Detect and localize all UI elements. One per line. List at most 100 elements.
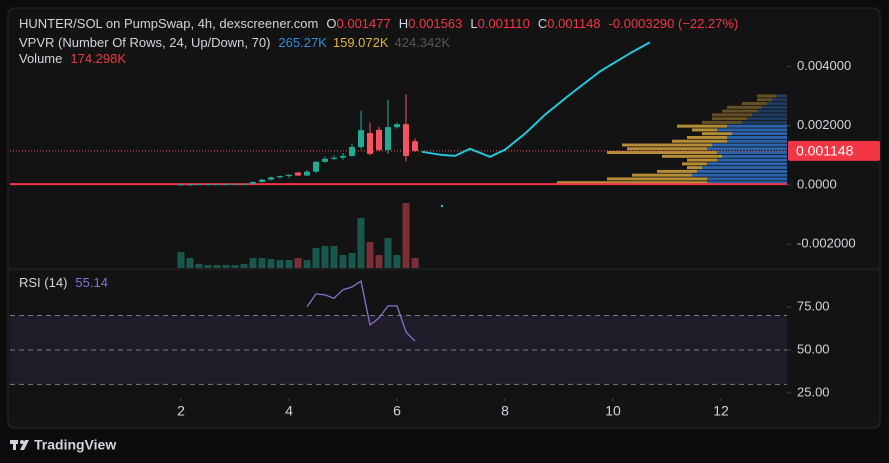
ohlc-value: 0.001148 (547, 16, 600, 31)
ohlc-value: 0.001110 (478, 16, 530, 31)
candle-body (349, 147, 356, 156)
y-tick-label: 0.0000 (797, 176, 837, 191)
candle-body (340, 155, 347, 158)
rsi-line (306, 280, 416, 342)
vpvr-down (662, 154, 722, 158)
marker (440, 204, 444, 208)
candle-body (286, 174, 293, 177)
panel (7, 7, 881, 429)
logo (10, 440, 29, 450)
ohlc-value: 0.001477 (337, 16, 391, 31)
vpvr-up-total: 265.27K (278, 35, 327, 50)
price-change: -0.0003290 (−22.27%) (609, 16, 739, 31)
volume-bar (204, 265, 212, 268)
candle-body (268, 177, 275, 180)
vpvr-up (717, 158, 787, 162)
vpvr-total: 424.342K (395, 35, 451, 50)
price-tag-label: 0.001148 (796, 143, 854, 159)
x-tick-label: 2 (177, 403, 185, 419)
vpvr-up (727, 135, 787, 139)
volume-bar (222, 265, 230, 268)
candle-body (330, 157, 337, 159)
vpvr-up (707, 147, 787, 151)
volume-bar (321, 245, 329, 268)
volume-bar (213, 265, 221, 268)
volume-bar (357, 218, 365, 268)
volume-bar (186, 258, 194, 268)
vpvr-up (742, 120, 787, 124)
volume-title: Volume (19, 51, 62, 66)
ohlc-letter: C (538, 16, 547, 31)
volume-bar (231, 265, 239, 268)
vpvr-up (722, 154, 787, 158)
volume-bar (285, 260, 293, 268)
rsi-y-tick-label: 25.00 (797, 384, 830, 399)
candle-body (376, 129, 383, 150)
volume-bar (375, 255, 383, 268)
vpvr-down (657, 169, 697, 173)
vpvr-up (707, 181, 787, 185)
y-tick-label: 0.004000 (797, 58, 851, 73)
volume-bar (312, 248, 320, 268)
drawing-curve (421, 41, 651, 158)
vpvr-down (712, 113, 752, 117)
candle-body (187, 184, 194, 186)
vpvr-down (607, 151, 717, 155)
vpvr-down (557, 181, 707, 185)
vpvr-up (727, 139, 787, 143)
rsi-y-tick-label: 75.00 (797, 298, 830, 313)
x-tick-label: 10 (605, 403, 621, 419)
vpvr-down (622, 143, 712, 147)
footer-brand: TradingView (34, 437, 116, 453)
volume-bar (195, 263, 203, 268)
vpvr-down (722, 109, 757, 113)
vpvr-up (772, 98, 787, 102)
vpvr-up (727, 124, 787, 128)
candle-body (205, 184, 212, 186)
candle-body (384, 127, 391, 150)
vpvr-down-total: 159.072K (333, 35, 389, 50)
candle-body (195, 184, 202, 186)
ohlc-letter: H (399, 16, 408, 31)
vpvr-down (682, 162, 707, 166)
vpvr-down (702, 120, 742, 124)
rsi-value: 55.14 (75, 275, 108, 290)
x-tick-label: 8 (501, 403, 509, 419)
vpvr-down (687, 135, 727, 139)
volume-bar (348, 253, 356, 268)
vpvr-up (747, 117, 787, 121)
candle-body (259, 179, 266, 182)
vpvr-up (707, 177, 787, 181)
vpvr-up (732, 132, 787, 136)
vpvr-up (752, 113, 787, 117)
candle-body (295, 172, 302, 176)
price-tag (788, 140, 880, 161)
candle-body (276, 176, 283, 178)
vpvr-down (687, 158, 717, 162)
price-pane (10, 41, 787, 268)
vpvr-down (677, 124, 727, 128)
rsi-y-tick-label: 50.00 (797, 341, 830, 356)
volume-bar (177, 252, 185, 268)
volume-value: 174.298K (70, 51, 126, 66)
volume-bar (411, 257, 419, 268)
candle-body (322, 158, 329, 162)
legend-line: VPVR (Number Of Rows, 24, Up/Down, 70) 26… (19, 35, 451, 50)
vpvr-title: VPVR (Number Of Rows, 24, Up/Down, 70) (19, 35, 270, 50)
vpvr-down (727, 105, 762, 109)
ohlc-letter: L (470, 16, 477, 31)
legend-line: HUNTER/SOL on PumpSwap, 4h, dexscreener.… (19, 16, 738, 31)
vpvr-down (627, 147, 707, 151)
volume-bar (393, 255, 401, 268)
volume-bar (249, 258, 257, 268)
candle-body (367, 133, 374, 154)
volume-bar (339, 255, 347, 268)
candle-body (303, 171, 310, 176)
vpvr-up (762, 105, 787, 109)
vpvr-up (712, 143, 787, 147)
candle-body (394, 124, 401, 128)
volume-bar (294, 258, 302, 268)
vpvr-down (712, 117, 747, 121)
vpvr-up (707, 162, 787, 166)
